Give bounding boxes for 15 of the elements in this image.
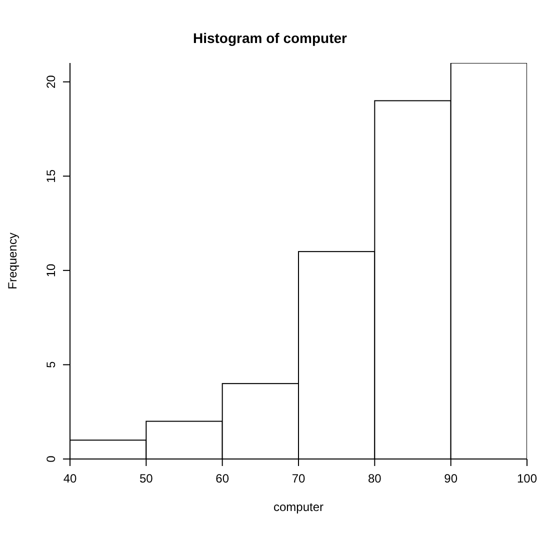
x-tick-label: 90 xyxy=(444,472,458,486)
x-tick-label: 100 xyxy=(516,472,538,486)
x-tick-label: 80 xyxy=(368,472,382,486)
y-axis-title: Frequency xyxy=(5,232,20,290)
x-tick-label: 50 xyxy=(139,472,154,486)
x-tick-label: 40 xyxy=(63,472,77,486)
x-tick-label: 70 xyxy=(292,472,306,486)
x-axis-title: computer xyxy=(273,500,324,514)
chart-title: Histogram of computer xyxy=(192,30,348,46)
y-tick-label: 0 xyxy=(44,455,58,462)
y-tick-label: 15 xyxy=(44,169,58,183)
y-tick-label: 10 xyxy=(44,263,58,278)
y-tick-label: 5 xyxy=(44,361,58,368)
y-tick-label: 20 xyxy=(44,74,58,89)
x-tick-label: 60 xyxy=(216,472,230,486)
